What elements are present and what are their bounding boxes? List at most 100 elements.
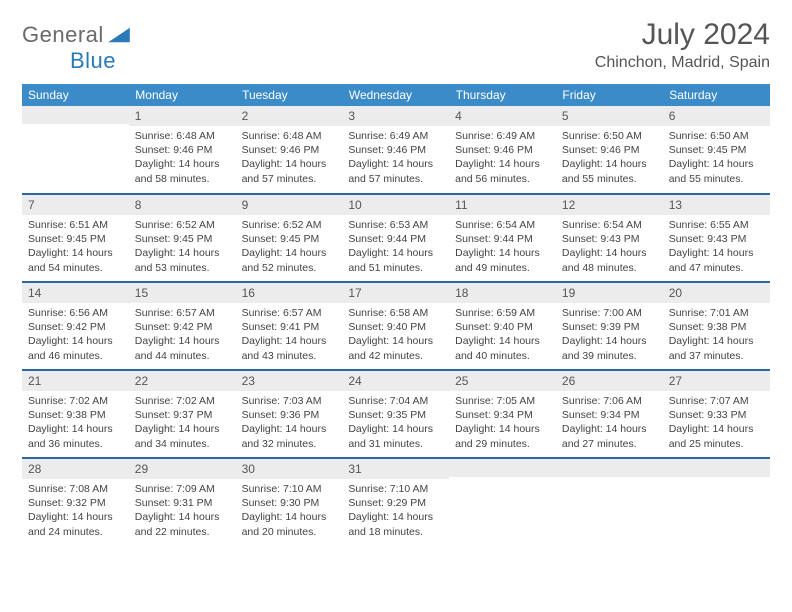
day-details: Sunrise: 6:53 AMSunset: 9:44 PMDaylight:… <box>342 215 449 278</box>
calendar-day-cell: 17Sunrise: 6:58 AMSunset: 9:40 PMDayligh… <box>342 282 449 370</box>
day-number <box>449 459 556 477</box>
calendar-day-cell: 3Sunrise: 6:49 AMSunset: 9:46 PMDaylight… <box>342 106 449 194</box>
day-details: Sunrise: 7:10 AMSunset: 9:30 PMDaylight:… <box>236 479 343 542</box>
day-number: 27 <box>663 371 770 391</box>
calendar-table: SundayMondayTuesdayWednesdayThursdayFrid… <box>22 84 770 546</box>
day-number: 6 <box>663 106 770 126</box>
day-number: 9 <box>236 195 343 215</box>
day-details: Sunrise: 7:08 AMSunset: 9:32 PMDaylight:… <box>22 479 129 542</box>
day-number: 30 <box>236 459 343 479</box>
weekday-header: Wednesday <box>342 84 449 106</box>
calendar-day-cell: 21Sunrise: 7:02 AMSunset: 9:38 PMDayligh… <box>22 370 129 458</box>
calendar-day-cell: 30Sunrise: 7:10 AMSunset: 9:30 PMDayligh… <box>236 458 343 546</box>
weekday-header: Friday <box>556 84 663 106</box>
day-details: Sunrise: 6:57 AMSunset: 9:42 PMDaylight:… <box>129 303 236 366</box>
weekday-header: Monday <box>129 84 236 106</box>
calendar-day-cell: 11Sunrise: 6:54 AMSunset: 9:44 PMDayligh… <box>449 194 556 282</box>
calendar-day-cell: 25Sunrise: 7:05 AMSunset: 9:34 PMDayligh… <box>449 370 556 458</box>
day-number: 4 <box>449 106 556 126</box>
day-number: 15 <box>129 283 236 303</box>
calendar-empty-cell <box>449 458 556 546</box>
calendar-day-cell: 8Sunrise: 6:52 AMSunset: 9:45 PMDaylight… <box>129 194 236 282</box>
calendar-day-cell: 2Sunrise: 6:48 AMSunset: 9:46 PMDaylight… <box>236 106 343 194</box>
day-details: Sunrise: 7:02 AMSunset: 9:37 PMDaylight:… <box>129 391 236 454</box>
calendar-day-cell: 4Sunrise: 6:49 AMSunset: 9:46 PMDaylight… <box>449 106 556 194</box>
day-number: 13 <box>663 195 770 215</box>
calendar-day-cell: 24Sunrise: 7:04 AMSunset: 9:35 PMDayligh… <box>342 370 449 458</box>
day-number: 25 <box>449 371 556 391</box>
day-details: Sunrise: 6:58 AMSunset: 9:40 PMDaylight:… <box>342 303 449 366</box>
day-number: 14 <box>22 283 129 303</box>
day-number: 21 <box>22 371 129 391</box>
calendar-day-cell: 13Sunrise: 6:55 AMSunset: 9:43 PMDayligh… <box>663 194 770 282</box>
logo-text-1: General <box>22 24 104 46</box>
calendar-week-row: 7Sunrise: 6:51 AMSunset: 9:45 PMDaylight… <box>22 194 770 282</box>
calendar-body: 1Sunrise: 6:48 AMSunset: 9:46 PMDaylight… <box>22 106 770 546</box>
day-details: Sunrise: 6:52 AMSunset: 9:45 PMDaylight:… <box>129 215 236 278</box>
calendar-empty-cell <box>556 458 663 546</box>
day-details: Sunrise: 6:50 AMSunset: 9:45 PMDaylight:… <box>663 126 770 189</box>
calendar-day-cell: 15Sunrise: 6:57 AMSunset: 9:42 PMDayligh… <box>129 282 236 370</box>
day-details: Sunrise: 6:50 AMSunset: 9:46 PMDaylight:… <box>556 126 663 189</box>
calendar-day-cell: 1Sunrise: 6:48 AMSunset: 9:46 PMDaylight… <box>129 106 236 194</box>
weekday-header: Sunday <box>22 84 129 106</box>
day-details: Sunrise: 7:10 AMSunset: 9:29 PMDaylight:… <box>342 479 449 542</box>
day-details: Sunrise: 7:00 AMSunset: 9:39 PMDaylight:… <box>556 303 663 366</box>
day-details: Sunrise: 7:04 AMSunset: 9:35 PMDaylight:… <box>342 391 449 454</box>
day-details: Sunrise: 7:02 AMSunset: 9:38 PMDaylight:… <box>22 391 129 454</box>
weekday-header: Tuesday <box>236 84 343 106</box>
day-number: 31 <box>342 459 449 479</box>
day-number: 3 <box>342 106 449 126</box>
logo-triangle-icon <box>108 26 130 44</box>
day-number: 23 <box>236 371 343 391</box>
calendar-day-cell: 6Sunrise: 6:50 AMSunset: 9:45 PMDaylight… <box>663 106 770 194</box>
day-number: 26 <box>556 371 663 391</box>
calendar-day-cell: 20Sunrise: 7:01 AMSunset: 9:38 PMDayligh… <box>663 282 770 370</box>
day-number: 1 <box>129 106 236 126</box>
calendar-day-cell: 14Sunrise: 6:56 AMSunset: 9:42 PMDayligh… <box>22 282 129 370</box>
day-details: Sunrise: 7:06 AMSunset: 9:34 PMDaylight:… <box>556 391 663 454</box>
day-details: Sunrise: 6:49 AMSunset: 9:46 PMDaylight:… <box>342 126 449 189</box>
weekday-header: Thursday <box>449 84 556 106</box>
day-number: 7 <box>22 195 129 215</box>
day-details: Sunrise: 7:03 AMSunset: 9:36 PMDaylight:… <box>236 391 343 454</box>
day-details: Sunrise: 7:07 AMSunset: 9:33 PMDaylight:… <box>663 391 770 454</box>
calendar-day-cell: 19Sunrise: 7:00 AMSunset: 9:39 PMDayligh… <box>556 282 663 370</box>
day-number: 18 <box>449 283 556 303</box>
day-details: Sunrise: 6:48 AMSunset: 9:46 PMDaylight:… <box>129 126 236 189</box>
calendar-day-cell: 22Sunrise: 7:02 AMSunset: 9:37 PMDayligh… <box>129 370 236 458</box>
day-details: Sunrise: 6:57 AMSunset: 9:41 PMDaylight:… <box>236 303 343 366</box>
header: General Blue July 2024 Chinchon, Madrid,… <box>22 18 770 72</box>
logo: General Blue <box>22 24 142 72</box>
day-number: 19 <box>556 283 663 303</box>
calendar-week-row: 21Sunrise: 7:02 AMSunset: 9:38 PMDayligh… <box>22 370 770 458</box>
day-number: 16 <box>236 283 343 303</box>
calendar-day-cell: 23Sunrise: 7:03 AMSunset: 9:36 PMDayligh… <box>236 370 343 458</box>
day-details: Sunrise: 6:54 AMSunset: 9:43 PMDaylight:… <box>556 215 663 278</box>
day-details: Sunrise: 6:51 AMSunset: 9:45 PMDaylight:… <box>22 215 129 278</box>
day-number: 10 <box>342 195 449 215</box>
calendar-week-row: 1Sunrise: 6:48 AMSunset: 9:46 PMDaylight… <box>22 106 770 194</box>
calendar-day-cell: 10Sunrise: 6:53 AMSunset: 9:44 PMDayligh… <box>342 194 449 282</box>
calendar-week-row: 28Sunrise: 7:08 AMSunset: 9:32 PMDayligh… <box>22 458 770 546</box>
location: Chinchon, Madrid, Spain <box>595 54 770 72</box>
day-number: 28 <box>22 459 129 479</box>
weekday-header-row: SundayMondayTuesdayWednesdayThursdayFrid… <box>22 84 770 106</box>
day-details: Sunrise: 6:54 AMSunset: 9:44 PMDaylight:… <box>449 215 556 278</box>
calendar-day-cell: 7Sunrise: 6:51 AMSunset: 9:45 PMDaylight… <box>22 194 129 282</box>
day-number: 29 <box>129 459 236 479</box>
day-number: 2 <box>236 106 343 126</box>
day-number <box>556 459 663 477</box>
day-details: Sunrise: 6:56 AMSunset: 9:42 PMDaylight:… <box>22 303 129 366</box>
title-block: July 2024 Chinchon, Madrid, Spain <box>595 18 770 72</box>
day-details: Sunrise: 7:01 AMSunset: 9:38 PMDaylight:… <box>663 303 770 366</box>
month-title: July 2024 <box>595 18 770 52</box>
day-number: 8 <box>129 195 236 215</box>
day-number: 11 <box>449 195 556 215</box>
day-number: 24 <box>342 371 449 391</box>
day-details: Sunrise: 6:52 AMSunset: 9:45 PMDaylight:… <box>236 215 343 278</box>
day-number <box>22 106 129 124</box>
calendar-day-cell: 31Sunrise: 7:10 AMSunset: 9:29 PMDayligh… <box>342 458 449 546</box>
calendar-day-cell: 29Sunrise: 7:09 AMSunset: 9:31 PMDayligh… <box>129 458 236 546</box>
day-details: Sunrise: 6:59 AMSunset: 9:40 PMDaylight:… <box>449 303 556 366</box>
